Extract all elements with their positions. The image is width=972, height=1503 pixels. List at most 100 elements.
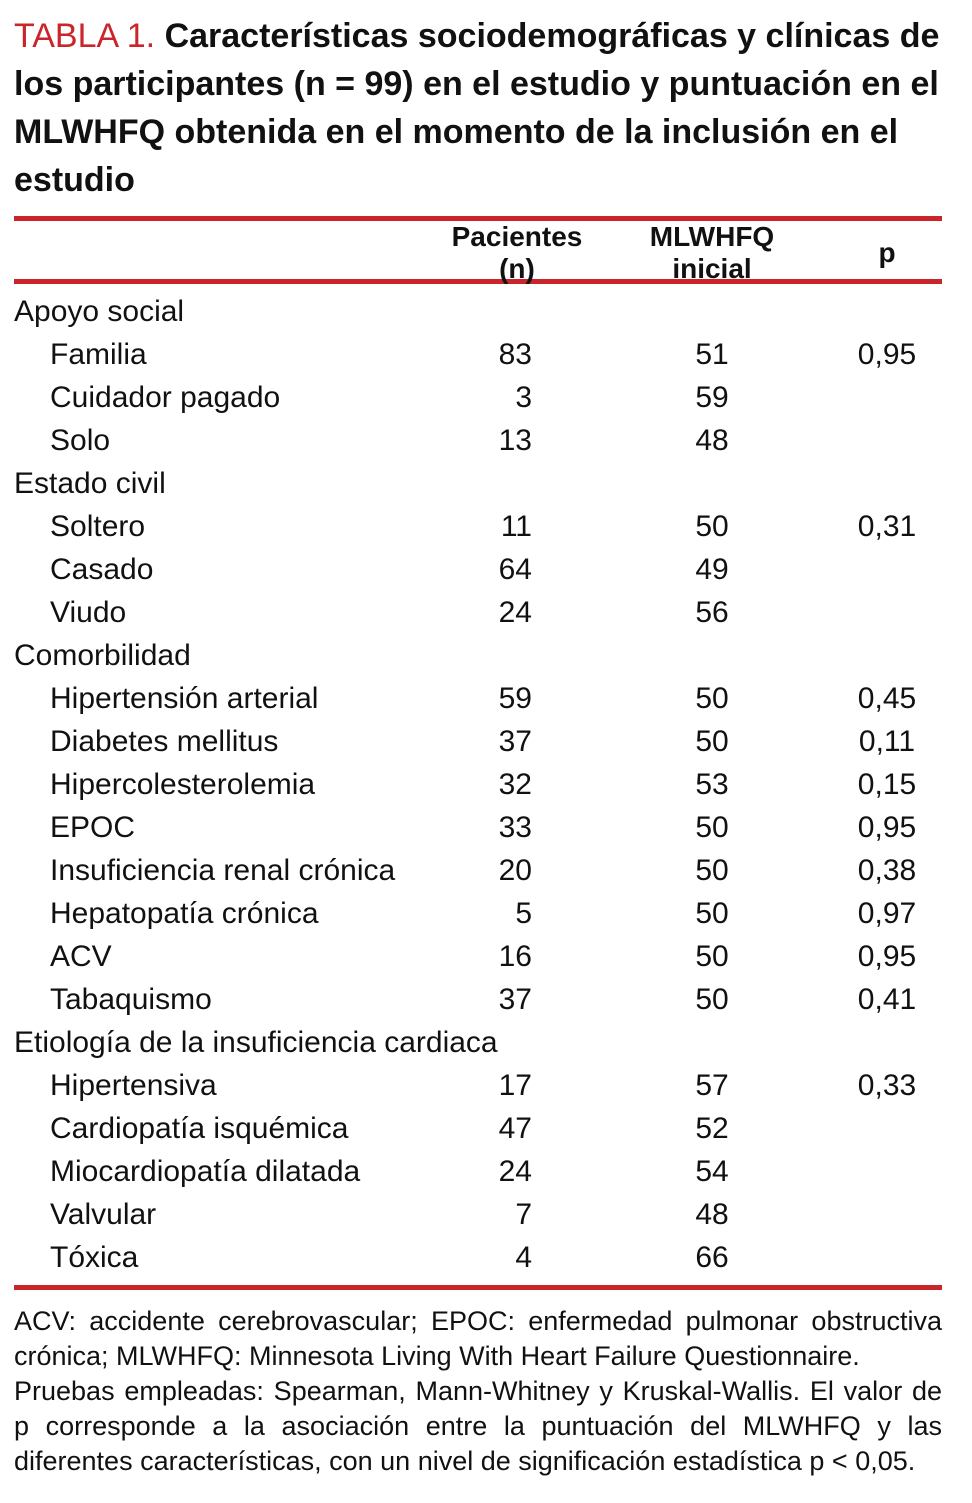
table-row: Hipertensión arterial 59 50 0,45 (14, 677, 942, 720)
row-label: Hipertensiva (50, 1068, 217, 1102)
cell-mlwhfq: 50 (695, 724, 729, 758)
cell-p: 0,95 (857, 810, 917, 844)
table-header-row: Pacientes (n) MLWHFQ inicial p (14, 221, 942, 284)
cell-pacientes: 59 (498, 681, 532, 715)
table-row: Viudo 24 56 (14, 591, 942, 634)
cell-pacientes: 4 (515, 1240, 532, 1274)
row-label: Insuficiencia renal crónica (50, 853, 396, 887)
table-row: Soltero 11 50 0,31 (14, 505, 942, 548)
row-label: Soltero (50, 509, 146, 543)
section-header-label: Comorbilidad (14, 638, 191, 672)
cell-pacientes: 17 (498, 1068, 532, 1102)
cell-mlwhfq: 50 (695, 681, 729, 715)
cell-mlwhfq: 57 (695, 1068, 729, 1102)
cell-p: 0,31 (857, 509, 917, 543)
cell-pacientes: 3 (515, 380, 532, 414)
cell-mlwhfq: 53 (695, 767, 729, 801)
cell-pacientes: 32 (498, 767, 532, 801)
table-row: Solo 13 48 (14, 419, 942, 462)
cell-p: 0,38 (857, 853, 917, 887)
cell-pacientes: 16 (498, 939, 532, 973)
section-header-row: Apoyo social (14, 290, 942, 333)
cell-mlwhfq: 49 (695, 552, 729, 586)
table-row: Hepatopatía crónica 5 50 0,97 (14, 892, 942, 935)
row-label: ACV (50, 939, 112, 973)
table-row: Valvular 7 48 (14, 1193, 942, 1236)
cell-pacientes: 64 (498, 552, 532, 586)
cell-pacientes: 37 (498, 724, 532, 758)
table-row: Tabaquismo 37 50 0,41 (14, 978, 942, 1021)
cell-p: 0,15 (857, 767, 917, 801)
cell-mlwhfq: 50 (695, 939, 729, 973)
table-row: Cardiopatía isquémica 47 52 (14, 1107, 942, 1150)
cell-p: 0,11 (858, 724, 916, 758)
cell-mlwhfq: 59 (695, 380, 729, 414)
cell-pacientes: 24 (498, 595, 532, 629)
cell-p: 0,41 (857, 982, 917, 1016)
table-number-label: TABLA 1. (14, 17, 156, 55)
footnotes: ACV: accidente cerebrovascular; EPOC: en… (14, 1304, 942, 1479)
cell-p: 0,33 (857, 1068, 917, 1102)
cell-pacientes: 20 (498, 853, 532, 887)
table-row: Familia 83 51 0,95 (14, 333, 942, 376)
table-row: Insuficiencia renal crónica 20 50 0,38 (14, 849, 942, 892)
cell-mlwhfq: 50 (695, 810, 729, 844)
cell-mlwhfq: 56 (695, 595, 729, 629)
cell-p: 0,97 (857, 896, 917, 930)
divider-top (14, 216, 942, 221)
section-header-label: Apoyo social (14, 294, 185, 328)
section-header-label: Estado civil (14, 466, 166, 500)
table-row: ACV 16 50 0,95 (14, 935, 942, 978)
row-label: Familia (50, 337, 147, 371)
column-header-p: p (878, 237, 896, 268)
row-label: Hepatopatía crónica (50, 896, 319, 930)
row-label: Miocardiopatía dilatada (50, 1154, 361, 1188)
row-label: Viudo (50, 595, 127, 629)
cell-p: 0,95 (857, 939, 917, 973)
cell-pacientes: 33 (498, 810, 532, 844)
row-label: Tóxica (50, 1240, 139, 1274)
cell-mlwhfq: 50 (695, 982, 729, 1016)
cell-mlwhfq: 51 (695, 337, 729, 371)
cell-pacientes: 37 (498, 982, 532, 1016)
table-title: TABLA 1. Características sociodemográfic… (14, 12, 942, 204)
cell-mlwhfq: 54 (695, 1154, 729, 1188)
table-body: Apoyo social Familia 83 51 0,95 Cuidador paga… (14, 290, 942, 1279)
section-header-row: Estado civil (14, 462, 942, 505)
section-header-row: Comorbilidad (14, 634, 942, 677)
row-label: Tabaquismo (50, 982, 212, 1016)
row-label: Cardiopatía isquémica (50, 1111, 349, 1145)
divider-bottom (14, 1285, 942, 1290)
row-label: Solo (50, 423, 111, 457)
cell-mlwhfq: 50 (695, 896, 729, 930)
section-header-label: Etiología de la insuficiencia cardiaca (14, 1025, 498, 1059)
footnote-methods: Pruebas empleadas: Spearman, Mann-Whitne… (14, 1376, 942, 1476)
cell-pacientes: 7 (515, 1197, 532, 1231)
row-label: Hipertensión arterial (50, 681, 319, 715)
row-label: Cuidador pagado (50, 380, 281, 414)
cell-mlwhfq: 48 (695, 1197, 729, 1231)
cell-mlwhfq: 50 (695, 853, 729, 887)
row-label: Hipercolesterolemia (50, 767, 316, 801)
divider-header (14, 279, 942, 284)
cell-p: 0,45 (857, 681, 917, 715)
table-row: Miocardiopatía dilatada 24 54 (14, 1150, 942, 1193)
row-label: Diabetes mellitus (50, 724, 279, 758)
cell-pacientes: 47 (498, 1111, 532, 1145)
cell-mlwhfq: 52 (695, 1111, 729, 1145)
cell-p: 0,95 (857, 337, 917, 371)
table-row: Hipertensiva 17 57 0,33 (14, 1064, 942, 1107)
column-header-mlwhfq: MLWHFQ inicial (649, 221, 775, 284)
section-header-row: Etiología de la insuficiencia cardiaca (14, 1021, 942, 1064)
cell-pacientes: 83 (498, 337, 532, 371)
cell-pacientes: 11 (500, 509, 532, 543)
cell-mlwhfq: 48 (695, 423, 729, 457)
column-header-pacientes: Pacientes (n) (451, 221, 583, 284)
table-row: Casado 64 49 (14, 548, 942, 591)
row-label: Valvular (50, 1197, 157, 1231)
cell-pacientes: 13 (498, 423, 532, 457)
cell-mlwhfq: 50 (695, 509, 729, 543)
table-row: EPOC 33 50 0,95 (14, 806, 942, 849)
table-row: Hipercolesterolemia 32 53 0,15 (14, 763, 942, 806)
